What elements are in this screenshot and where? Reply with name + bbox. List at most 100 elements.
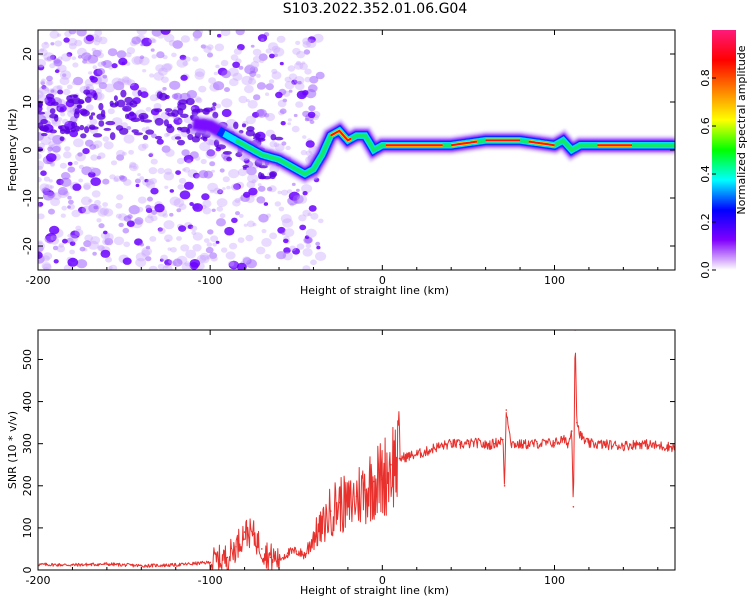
- x-tick-label: 100: [544, 274, 565, 287]
- heatmap-strong-blob: [142, 134, 149, 140]
- y-tick-label: 0: [21, 567, 34, 574]
- heatmap-noise-blob: [41, 42, 50, 49]
- heatmap-noise-blob: [156, 51, 165, 59]
- heatmap-noise-blob: [161, 63, 172, 73]
- heatmap-strong-blob: [84, 96, 92, 103]
- heatmap-noise-blob: [179, 190, 191, 200]
- heatmap-strong-blob: [69, 94, 79, 98]
- snr-line: [38, 352, 675, 570]
- heatmap-noise-blob: [66, 106, 74, 113]
- snr-point: [226, 556, 229, 559]
- heatmap-noise-blob: [248, 187, 258, 196]
- heatmap-strong-blob: [98, 102, 104, 111]
- heatmap-strong-blob: [125, 113, 130, 120]
- heatmap-noise-blob: [150, 187, 159, 195]
- heatmap-noise-blob: [207, 52, 213, 57]
- heatmap-noise-blob: [135, 209, 140, 214]
- heatmap-strong-blob: [166, 125, 175, 134]
- heatmap-noise-blob: [207, 182, 219, 192]
- heatmap-noise-blob: [246, 220, 255, 228]
- heatmap-noise-blob: [163, 63, 173, 71]
- heatmap-strong-blob: [73, 111, 80, 119]
- heatmap-noise-blob: [97, 61, 105, 67]
- heatmap-strong-blob: [137, 89, 142, 97]
- heatmap-noise-blob: [164, 234, 173, 242]
- snr-frame: [37, 329, 676, 571]
- heatmap-noise-blob: [149, 73, 155, 78]
- heatmap-strong-blob: [131, 129, 139, 134]
- y-tick-label: 20: [21, 47, 34, 61]
- heatmap-noise-blob: [59, 162, 67, 169]
- heatmap-noise-blob: [145, 245, 151, 250]
- heatmap-strong-blob: [38, 111, 46, 115]
- heatmap-noise-blob: [283, 247, 291, 254]
- x-tick-label: -200: [26, 274, 51, 287]
- heatmap-noise-blob: [134, 217, 144, 225]
- heatmap-noise-blob: [200, 44, 206, 49]
- heatmap-noise-blob: [67, 257, 79, 267]
- heatmap-noise-blob: [279, 108, 287, 114]
- heatmap-noise-blob: [139, 242, 145, 247]
- heatmap-noise-blob: [52, 145, 61, 153]
- heatmap-noise-blob: [40, 80, 45, 85]
- heatmap-strong-blob: [93, 92, 98, 101]
- heatmap-noise-blob: [306, 39, 317, 48]
- heatmap-strong-blob: [235, 152, 243, 158]
- heatmap-strong-blob: [49, 113, 59, 119]
- heatmap-noise-blob: [66, 52, 73, 57]
- heatmap-noise-blob: [225, 251, 236, 260]
- heatmap-noise-blob: [295, 101, 304, 108]
- heatmap-noise-blob: [145, 107, 152, 112]
- heatmap-noise-blob: [47, 146, 53, 152]
- heatmap-noise-blob: [247, 100, 258, 109]
- heatmap-noise-blob: [41, 78, 46, 83]
- heatmap-noise-blob: [126, 47, 136, 55]
- heatmap-noise-blob: [116, 154, 125, 161]
- snr-point: [567, 442, 570, 445]
- heatmap-noise-blob: [243, 191, 251, 198]
- heatmap-noise-blob: [72, 62, 79, 68]
- heatmap-noise-blob: [269, 53, 275, 59]
- heatmap-noise-blob: [78, 178, 84, 183]
- heatmap-noise-blob: [53, 259, 59, 264]
- heatmap-noise-blob: [192, 232, 203, 241]
- heatmap-noise-blob: [162, 87, 167, 91]
- heatmap-noise-blob: [296, 50, 306, 59]
- heatmap-noise-blob: [199, 252, 210, 261]
- heatmap-noise-blob: [226, 185, 231, 190]
- heatmap-noise-blob: [166, 132, 171, 137]
- heatmap-noise-blob: [70, 230, 80, 239]
- heatmap-noise-blob: [40, 136, 52, 146]
- heatmap-noise-blob: [202, 207, 212, 215]
- heatmap-strong-blob: [175, 136, 182, 140]
- heatmap-noise-blob: [40, 81, 46, 86]
- heatmap-noise-blob: [257, 183, 262, 187]
- heatmap-noise-blob: [157, 227, 166, 235]
- heatmap-noise-blob: [206, 242, 213, 247]
- heatmap-noise-blob: [176, 157, 185, 165]
- heatmap-noise-blob: [220, 59, 229, 67]
- heatmap-noise-blob: [123, 241, 131, 248]
- heatmap-noise-blob: [123, 215, 132, 222]
- snr-point: [407, 455, 409, 458]
- heatmap-noise-blob: [224, 87, 230, 93]
- snr-point: [174, 564, 177, 566]
- heatmap-noise-blob: [280, 214, 292, 224]
- heatmap-noise-blob: [93, 205, 99, 210]
- heatmap-noise-blob: [38, 142, 45, 149]
- heatmap-noise-blob: [38, 245, 44, 252]
- snr-point: [433, 447, 435, 449]
- heatmap-noise-blob: [252, 48, 262, 56]
- y-tick-label: -10: [21, 189, 34, 207]
- heatmap-noise-blob: [271, 68, 278, 74]
- heatmap-noise-blob: [222, 176, 230, 183]
- heatmap-noise-blob: [173, 198, 185, 208]
- heatmap-noise-blob: [164, 264, 169, 269]
- heatmap-noise-blob: [144, 179, 149, 183]
- heatmap-noise-blob: [283, 228, 295, 237]
- heatmap-noise-blob: [181, 149, 190, 157]
- heatmap-strong-blob: [49, 108, 56, 115]
- snr-point: [312, 535, 315, 538]
- heatmap-noise-blob: [84, 234, 94, 242]
- heatmap-noise-blob: [288, 73, 298, 81]
